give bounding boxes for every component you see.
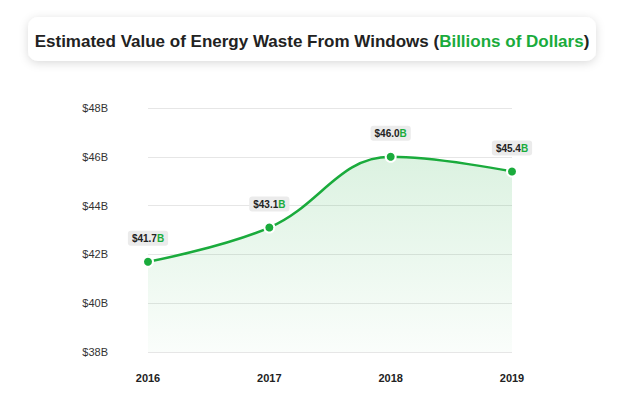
svg-text:$42B: $42B [82, 248, 108, 260]
svg-text:B: B [278, 199, 285, 210]
svg-text:$45.4: $45.4 [496, 143, 521, 154]
svg-text:$44B: $44B [82, 200, 108, 212]
svg-text:Billions of Dollars: Billions of Dollars [439, 32, 584, 51]
svg-text:$46.0: $46.0 [375, 128, 400, 139]
svg-text:2016: 2016 [136, 372, 160, 384]
svg-text:): ) [584, 32, 590, 51]
svg-text:$38B: $38B [82, 346, 108, 358]
svg-text:2019: 2019 [500, 372, 524, 384]
svg-text:2018: 2018 [378, 372, 402, 384]
svg-text:$46B: $46B [82, 151, 108, 163]
svg-text:B: B [400, 128, 407, 139]
svg-text:B: B [157, 233, 164, 244]
svg-text:2017: 2017 [257, 372, 281, 384]
svg-text:$48B: $48B [82, 102, 108, 114]
svg-text:Estimated Value of Energy Wast: Estimated Value of Energy Waste From Win… [35, 32, 434, 51]
svg-text:$41.7: $41.7 [132, 233, 157, 244]
svg-text:$43.1: $43.1 [253, 199, 278, 210]
svg-text:$40B: $40B [82, 297, 108, 309]
svg-text:B: B [521, 143, 528, 154]
